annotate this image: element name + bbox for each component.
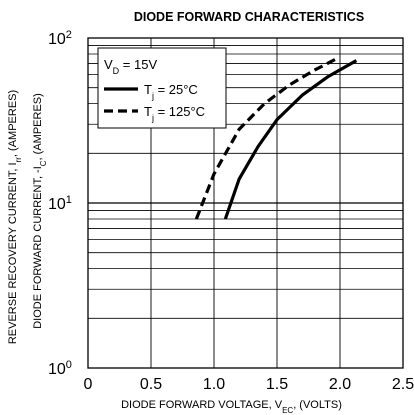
- y-axis-label-outer-subscript: rr: [14, 157, 23, 163]
- x-tick-label: 2.0: [329, 376, 351, 393]
- series-line-tj-25c: [223, 59, 358, 220]
- legend-label-main: T: [144, 82, 152, 97]
- y-tick-label: 102: [48, 29, 72, 48]
- y-tick-base: 10: [48, 31, 66, 48]
- y-axis-label-inner-main: DIODE FORWARD CURRENT, -I: [32, 166, 44, 329]
- y-tick-exponent: 0: [66, 359, 72, 371]
- x-axis-label-subscript: EC: [282, 406, 293, 415]
- y-tick-exponent: 1: [66, 194, 72, 206]
- y-axis-label-outer-main: REVERSE RECOVERY CURRENT, I: [7, 162, 19, 344]
- x-tick-label: 1.0: [203, 376, 225, 393]
- y-tick-exponent: 2: [66, 29, 72, 41]
- legend-header-main: V: [104, 57, 113, 72]
- y-tick-label: 100: [48, 359, 72, 378]
- plot-frame: [87, 37, 404, 369]
- legend-header-subscript: D: [113, 66, 120, 76]
- series-line-tj-125c: [194, 58, 336, 220]
- x-tick-label: 1.5: [266, 376, 288, 393]
- x-axis-label-tail: , (VOLTS): [293, 399, 342, 411]
- x-tick-label: 0: [84, 376, 93, 393]
- legend-label-tail: = 25°C: [154, 82, 198, 97]
- legend-header: VD = 15V: [104, 57, 157, 76]
- y-axis-label-outer-tail: , (AMPERES): [7, 90, 19, 157]
- x-tick-label: 2.5: [392, 376, 414, 393]
- x-axis-label-main: DIODE FORWARD VOLTAGE, V: [121, 399, 283, 411]
- y-axis-label-inner: DIODE FORWARD CURRENT, -IC, (AMPERES): [32, 93, 48, 329]
- x-axis-label: DIODE FORWARD VOLTAGE, VEC, (VOLTS): [121, 399, 342, 415]
- y-tick-base: 10: [48, 361, 66, 378]
- y-axis-label-inner-tail: , (AMPERES): [32, 93, 44, 160]
- chart-title: DIODE FORWARD CHARACTERISTICS: [134, 10, 364, 24]
- legend-label-subscript: j: [151, 91, 154, 101]
- legend-label-main: T: [144, 104, 152, 119]
- y-tick-label: 101: [48, 194, 72, 213]
- legend-label-subscript: j: [151, 113, 154, 123]
- y-axis-label-inner-subscript: C: [39, 160, 48, 166]
- x-tick-label: 0.5: [140, 376, 162, 393]
- legend-label: Tj = 125°C: [144, 104, 205, 123]
- legend-header-tail: = 15V: [119, 57, 157, 72]
- legend-label-tail: = 125°C: [154, 104, 205, 119]
- y-tick-base: 10: [48, 196, 66, 213]
- legend-label: Tj = 25°C: [144, 82, 198, 101]
- y-axis-label-outer: REVERSE RECOVERY CURRENT, Irr, (AMPERES): [7, 90, 23, 344]
